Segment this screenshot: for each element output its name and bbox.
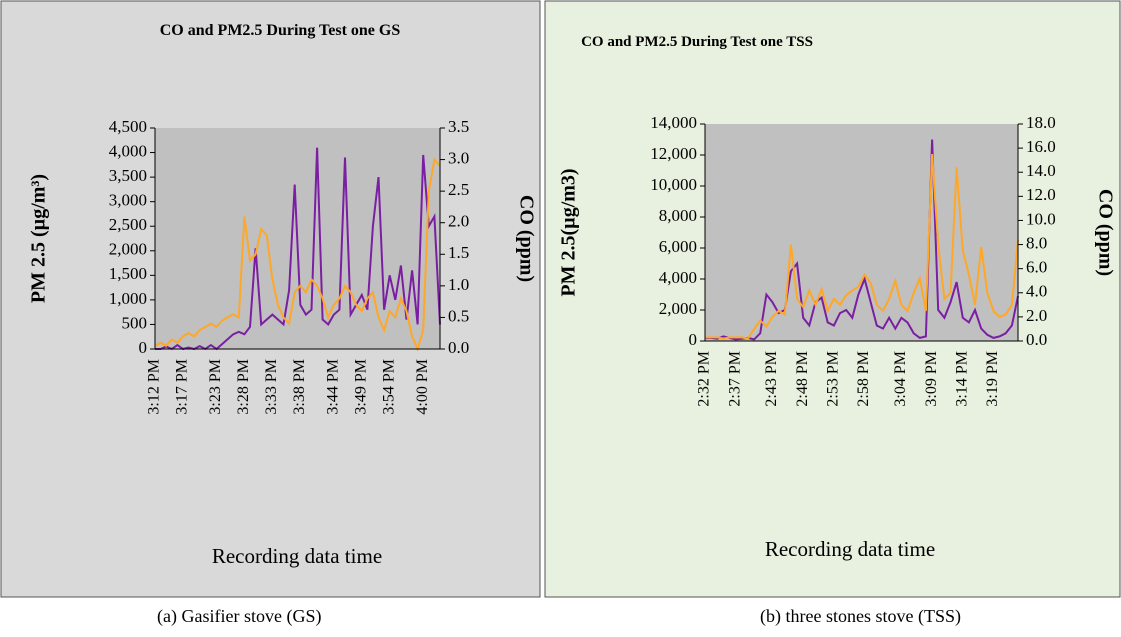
x-tick-label: 3:28 PM bbox=[235, 359, 252, 415]
y-axis-label: PM 2.5(µg/m3) bbox=[558, 168, 580, 296]
x-tick-label: 3:04 PM bbox=[892, 351, 909, 407]
y2-tick-label: 0.5 bbox=[448, 306, 469, 325]
data-line bbox=[705, 139, 1019, 341]
y2-tick-label: 4.0 bbox=[1026, 282, 1047, 301]
y-tick-label: 1,500 bbox=[109, 264, 147, 283]
x-tick-label: 2:43 PM bbox=[763, 351, 780, 407]
y2-tick-label: 3.0 bbox=[448, 148, 469, 167]
y2-tick-label: 3.5 bbox=[448, 117, 469, 136]
x-tick-label: 2:53 PM bbox=[825, 351, 842, 407]
x-tick-label: 3:33 PM bbox=[263, 359, 280, 415]
x-tick-label: 3:19 PM bbox=[984, 351, 1001, 407]
y-tick-label: 3,000 bbox=[109, 191, 147, 210]
x-tick-label: 3:17 PM bbox=[174, 359, 191, 415]
y2-tick-label: 0.0 bbox=[1026, 330, 1047, 349]
y2-tick-label: 18.0 bbox=[1026, 113, 1056, 132]
x-tick-label: 3:49 PM bbox=[352, 359, 369, 415]
y-tick-label: 0 bbox=[689, 330, 698, 349]
y2-tick-label: 1.0 bbox=[448, 275, 469, 294]
y-tick-label: 4,000 bbox=[659, 268, 697, 287]
x-tick-label: 2:58 PM bbox=[855, 351, 872, 407]
y-tick-label: 10,000 bbox=[650, 175, 697, 194]
x-tick-label: 3:09 PM bbox=[923, 351, 940, 407]
data-line bbox=[705, 154, 1019, 340]
y2-tick-label: 1.5 bbox=[448, 243, 469, 262]
caption: (a) Gasifier stove (GS) bbox=[157, 606, 322, 626]
x-tick-label: 2:32 PM bbox=[696, 351, 713, 407]
y-tick-label: 4,500 bbox=[109, 117, 147, 136]
y2-tick-label: 2.0 bbox=[448, 212, 469, 231]
y2-tick-label: 16.0 bbox=[1026, 137, 1056, 156]
y2-axis-label: CO (ppm) bbox=[1094, 189, 1116, 276]
x-tick-label: 3:14 PM bbox=[953, 351, 970, 407]
x-tick-label: 4:00 PM bbox=[414, 359, 431, 415]
x-tick-label: 2:37 PM bbox=[726, 351, 743, 407]
data-line bbox=[155, 147, 441, 351]
x-axis-label: Recording data time bbox=[212, 544, 382, 568]
y-tick-label: 8,000 bbox=[659, 206, 697, 225]
y2-tick-label: 2.0 bbox=[1026, 306, 1047, 325]
y-tick-label: 3,500 bbox=[109, 166, 147, 185]
y2-tick-label: 0.0 bbox=[448, 338, 469, 357]
chart-title: CO and PM2.5 During Test one TSS bbox=[581, 34, 813, 50]
caption: (b) three stones stove (TSS) bbox=[760, 606, 961, 626]
y-tick-label: 12,000 bbox=[650, 144, 697, 163]
y-tick-label: 6,000 bbox=[659, 237, 697, 256]
y2-tick-label: 10.0 bbox=[1026, 209, 1056, 228]
y2-tick-label: 12.0 bbox=[1026, 185, 1056, 204]
y-tick-label: 2,000 bbox=[659, 299, 697, 318]
x-tick-label: 2:48 PM bbox=[794, 351, 811, 407]
y-axis-label: PM 2.5 (µg/m³) bbox=[28, 174, 50, 303]
y2-tick-label: 14.0 bbox=[1026, 161, 1056, 180]
plot-area bbox=[705, 124, 1018, 341]
x-tick-label: 3:38 PM bbox=[291, 359, 308, 415]
y2-tick-label: 8.0 bbox=[1026, 233, 1047, 252]
y2-tick-label: 6.0 bbox=[1026, 258, 1047, 277]
y-tick-label: 1,000 bbox=[109, 289, 147, 308]
y-tick-label: 4,000 bbox=[109, 141, 147, 160]
y2-axis-label: CO (ppm) bbox=[515, 195, 537, 282]
x-tick-label: 3:12 PM bbox=[146, 359, 163, 415]
data-line bbox=[154, 157, 441, 352]
y2-tick-label: 2.5 bbox=[448, 180, 469, 199]
y-tick-label: 500 bbox=[122, 313, 148, 332]
x-tick-label: 3:23 PM bbox=[207, 359, 224, 415]
y-tick-label: 2,000 bbox=[109, 240, 147, 259]
chart-title: CO and PM2.5 During Test one GS bbox=[159, 22, 401, 39]
y-tick-label: 14,000 bbox=[650, 113, 697, 132]
x-tick-label: 3:44 PM bbox=[324, 359, 341, 415]
x-axis-label: Recording data time bbox=[765, 537, 935, 561]
x-tick-label: 3:54 PM bbox=[380, 359, 397, 415]
y-tick-label: 2,500 bbox=[109, 215, 147, 234]
y-tick-label: 0 bbox=[139, 338, 148, 357]
